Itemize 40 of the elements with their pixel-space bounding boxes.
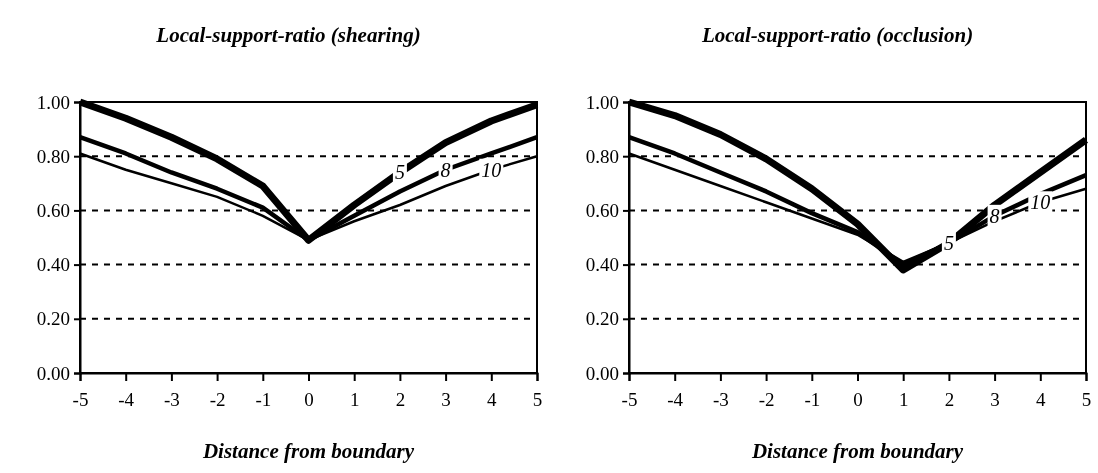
y-tick-label: 0.00 [36,362,70,384]
x-tick-label: 4 [1036,389,1047,411]
x-tick-label: 1 [898,389,909,411]
x-tick-label: 3 [441,389,451,411]
x-tick-label: -2 [758,389,775,411]
y-tick-label: 0.20 [585,308,619,330]
chart-title: Local-support-ratio (shearing) [155,23,421,47]
x-tick-label: -1 [255,389,272,411]
y-tick-label: 0.80 [36,145,70,167]
x-axis-title: Distance from boundary [201,439,415,463]
x-tick-label: -3 [712,389,729,411]
y-tick-label: 1.00 [36,91,70,113]
y-tick-label: 0.20 [36,308,70,330]
x-axis-title: Distance from boundary [750,439,964,463]
chart-title: Local-support-ratio (occlusion) [700,23,974,47]
x-tick-label: 2 [395,389,406,411]
x-tick-label: 2 [944,389,955,411]
x-tick-label: -4 [118,389,135,411]
x-tick-label: -5 [72,389,89,411]
series-label: 10 [481,158,502,181]
x-tick-label: -5 [621,389,638,411]
x-tick-label: 0 [853,389,863,411]
x-tick-label: -2 [209,389,226,411]
y-tick-label: 0.40 [585,254,619,276]
x-tick-label: -3 [163,389,180,411]
y-tick-label: 0.60 [36,199,70,221]
y-tick-label: 0.00 [585,362,619,384]
y-tick-label: 1.00 [585,91,619,113]
x-tick-label: 4 [487,389,498,411]
x-tick-label: 5 [1081,389,1092,411]
x-tick-label: -1 [804,389,821,411]
x-tick-label: 3 [990,389,1000,411]
x-tick-label: 0 [304,389,314,411]
x-tick-label: 1 [349,389,360,411]
y-tick-label: 0.80 [585,145,619,167]
x-tick-label: -4 [667,389,684,411]
series-label: 10 [1030,191,1051,214]
y-tick-label: 0.40 [36,254,70,276]
y-tick-label: 0.60 [585,199,619,221]
x-tick-label: 5 [532,389,543,411]
